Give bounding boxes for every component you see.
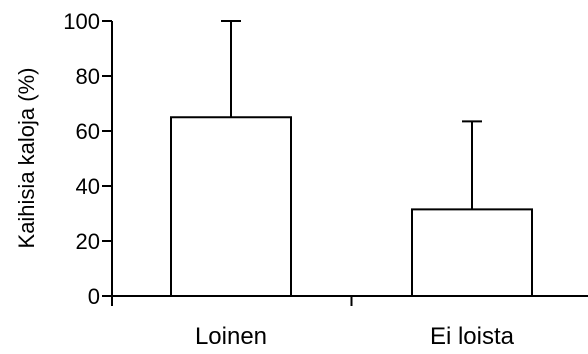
y-tick-label: 60 bbox=[76, 119, 100, 144]
y-tick-label: 100 bbox=[63, 9, 100, 34]
x-category-label: Loinen bbox=[195, 323, 267, 350]
y-tick-label: 0 bbox=[88, 284, 100, 309]
bar bbox=[170, 116, 292, 297]
x-category-label: Ei loista bbox=[430, 323, 515, 350]
y-axis-title: Kaihisia kaloja (%) bbox=[14, 68, 39, 249]
y-tick-label: 80 bbox=[76, 64, 100, 89]
y-tick-label: 40 bbox=[76, 174, 100, 199]
bar bbox=[411, 208, 533, 297]
y-tick-label: 20 bbox=[76, 229, 100, 254]
